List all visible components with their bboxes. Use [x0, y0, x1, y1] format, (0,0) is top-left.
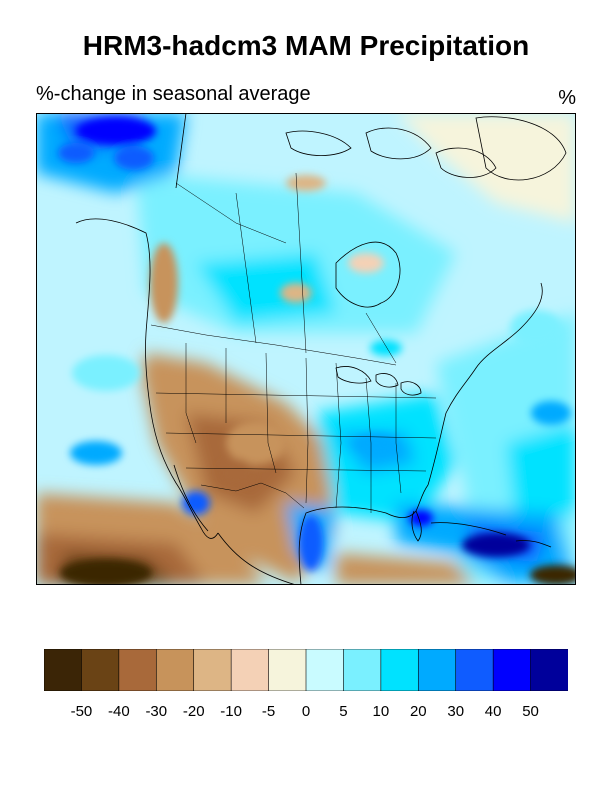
colorbar-tick-label: 50 — [522, 703, 539, 720]
map-frame — [36, 113, 576, 585]
plot-title: HRM3-hadcm3 MAM Precipitation — [82, 30, 530, 61]
colorbar-tick-label: 20 — [409, 703, 427, 720]
colorbar-tick-label: -5 — [261, 703, 276, 720]
colorbar-tick-label: -10 — [220, 703, 242, 720]
colorbar-swatch — [305, 649, 345, 691]
colorbar-tick-label: 40 — [484, 703, 502, 720]
colorbar-swatch — [118, 649, 157, 691]
colorbar-tick-label: 5 — [339, 703, 348, 720]
colorbar-swatch — [81, 649, 120, 691]
colorbar-swatch — [268, 649, 307, 691]
colorbar-tick-label: 0 — [301, 703, 311, 720]
colorbar-swatch — [44, 649, 83, 691]
colorbar-tick-label: -50 — [70, 703, 93, 720]
colorbar-swatch — [343, 649, 382, 691]
colorbar-swatch — [230, 649, 270, 691]
colorbar-tick-label: 10 — [372, 703, 390, 720]
coastlines — [75, 113, 567, 585]
colorbar-tick-label: -30 — [145, 703, 168, 720]
colorbar-swatch — [492, 649, 532, 691]
colorbar — [44, 649, 568, 691]
colorbar-swatch — [155, 649, 195, 691]
colorbar-swatch — [193, 649, 232, 691]
colorbar-tick-label: 30 — [447, 703, 465, 720]
colorbar-tick-label: -20 — [182, 703, 205, 720]
plot-subtitle: %-change in seasonal average — [36, 83, 311, 105]
colorbar-swatch — [455, 649, 494, 691]
colorbar-swatch — [530, 649, 568, 691]
colorbar-tick-label: -40 — [108, 703, 130, 720]
colorbar-swatch — [417, 649, 457, 691]
precipitation-map — [36, 113, 576, 585]
colorbar-swatch — [380, 649, 419, 691]
units-label: % — [558, 87, 576, 109]
political-borders — [150, 172, 437, 513]
